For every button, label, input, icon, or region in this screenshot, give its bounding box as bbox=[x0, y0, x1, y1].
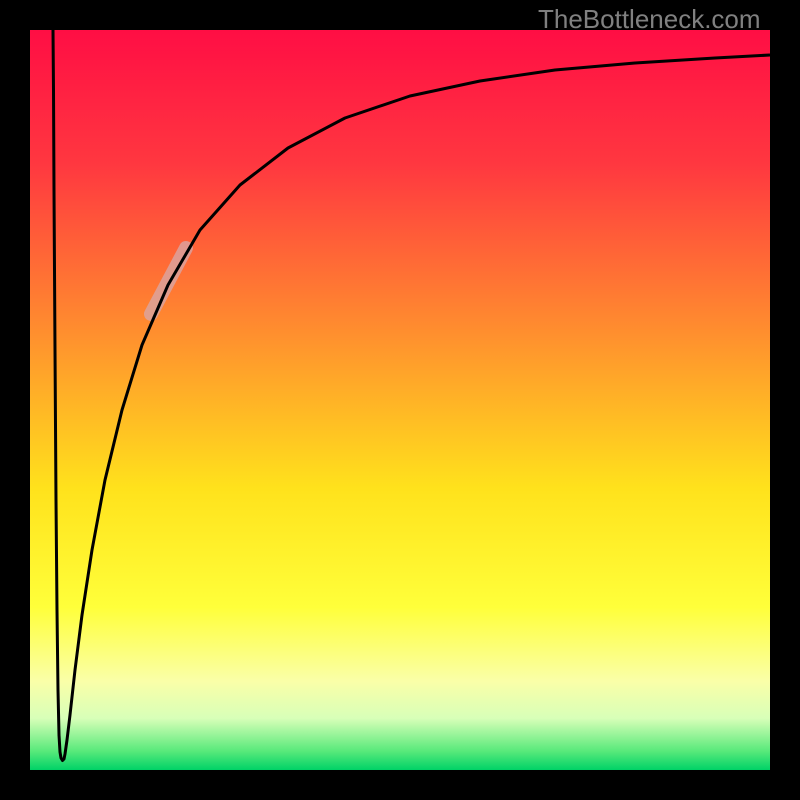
curve-layer bbox=[30, 30, 770, 770]
plot-area bbox=[30, 30, 770, 770]
highlight-segment bbox=[151, 248, 186, 314]
watermark-text: TheBottleneck.com bbox=[538, 4, 761, 35]
main-curve bbox=[53, 30, 770, 761]
